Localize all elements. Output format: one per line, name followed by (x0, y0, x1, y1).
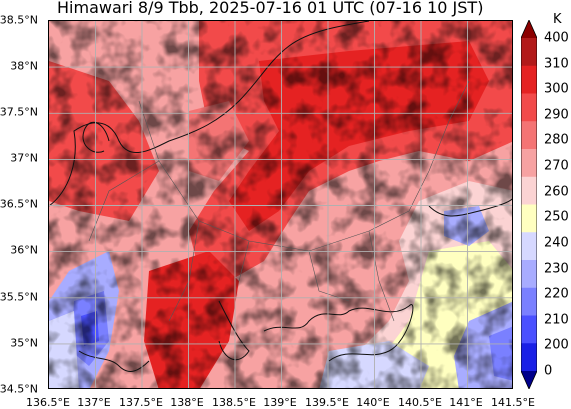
colorbar-band-210 (521, 315, 537, 344)
colorbar-band-300 (521, 65, 537, 94)
coastline-izu (218, 300, 250, 361)
colorbar-label-280: 280 (544, 132, 569, 148)
lon-label-139: 139°E (263, 396, 297, 409)
colorbar-band-240 (521, 232, 537, 261)
colorbar-label-240: 240 (544, 235, 569, 251)
lon-label-141-5: 141.5°E (491, 396, 535, 409)
colorbar-label-220: 220 (544, 286, 569, 302)
colorbar-label-400: 400 (544, 30, 569, 46)
grid-lines (49, 21, 512, 388)
tbb-field (49, 21, 512, 388)
satellite-map (48, 20, 513, 389)
colorbar-label-290: 290 (544, 107, 569, 123)
coastline-pacific (428, 198, 512, 217)
lon-label-138-5: 138.5°E (212, 396, 256, 409)
lat-label-35: 35°N (10, 336, 38, 350)
prefecture-boundaries (88, 80, 470, 322)
coastline-ise (78, 350, 150, 372)
colorbar-band-270 (521, 149, 537, 178)
colorbar-band-260 (521, 176, 537, 205)
colorbar-label-200: 200 (544, 337, 569, 353)
lat-label-36-5: 36.5°N (0, 197, 38, 211)
colorbar-label-310: 310 (544, 56, 569, 72)
colorbar-band-200 (521, 343, 537, 372)
colorbar-band-280 (521, 121, 537, 150)
lat-label-38: 38°N (10, 59, 38, 73)
colorbar-label-300: 300 (544, 81, 569, 97)
coastline-boso (263, 304, 414, 362)
lon-label-140-5: 140.5°E (398, 396, 442, 409)
coastline-noto (82, 121, 110, 153)
colorbar-extend-top (521, 20, 537, 38)
lon-label-138: 138°E (170, 396, 204, 409)
lon-label-137: 137°E (77, 396, 111, 409)
colorbar-band-230 (521, 260, 537, 289)
lat-label-37-5: 37.5°N (0, 105, 38, 119)
colorbar-band-250 (521, 204, 537, 233)
lon-label-141: 141°E (449, 396, 483, 409)
colorbar-label-270: 270 (544, 158, 569, 174)
coastline-japan-sea (49, 21, 370, 207)
lat-label-36: 36°N (10, 243, 38, 257)
colorbar (521, 20, 537, 389)
colorbar-label-230: 230 (544, 261, 569, 277)
colorbar-label-210: 210 (544, 312, 569, 328)
colorbar-label-250: 250 (544, 209, 569, 225)
lon-label-139-5: 139.5°E (305, 396, 349, 409)
lon-label-140: 140°E (356, 396, 390, 409)
colorbar-extend-bottom (521, 371, 537, 389)
colorbar-band-290 (521, 93, 537, 122)
colorbar-unit: K (553, 12, 562, 27)
lat-label-38-5: 38.5°N (0, 13, 38, 27)
lat-label-35-5: 35.5°N (0, 290, 38, 304)
colorbar-band-220 (521, 287, 537, 316)
lon-label-136-5: 136.5°E (26, 396, 70, 409)
lat-label-34-5: 34.5°N (0, 382, 38, 396)
colorbar-band-310 (521, 38, 537, 67)
lon-label-137-5: 137.5°E (119, 396, 163, 409)
lat-label-37: 37°N (10, 151, 38, 165)
colorbar-label-0: 0 (544, 363, 553, 379)
map-title: Himawari 8/9 Tbb, 2025-07-16 01 UTC (07-… (57, 0, 484, 17)
colorbar-label-260: 260 (544, 184, 569, 200)
texture-overlay (49, 21, 512, 388)
